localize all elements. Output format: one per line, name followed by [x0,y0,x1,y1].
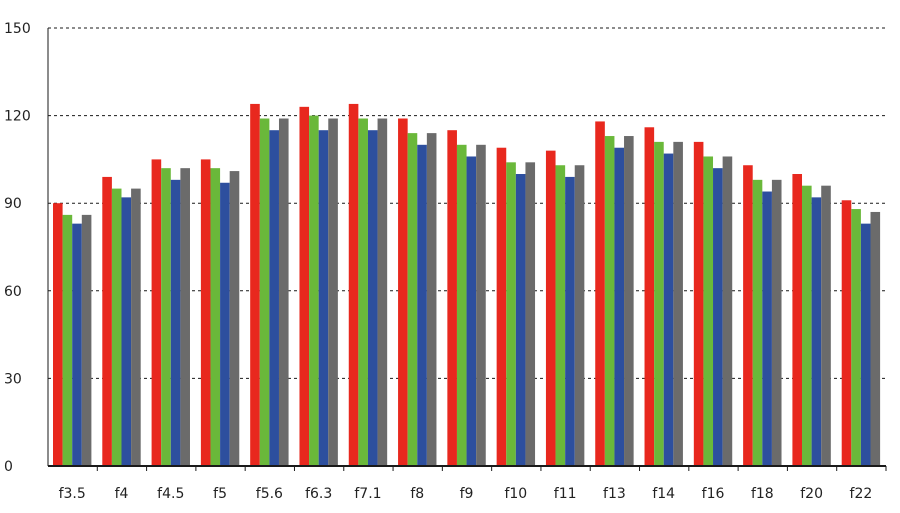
y-tick-labels: 0 30 60 90 120 150 [4,21,31,475]
bar [614,147,625,466]
x-tick-label: f10 [504,486,527,502]
x-tick-label: f4 [115,486,129,502]
bar [180,168,190,466]
x-tick-label: f3.5 [59,486,86,502]
bar [269,130,279,466]
bar [565,176,575,467]
bar [811,197,822,467]
bar [121,197,132,467]
bar [161,168,171,466]
x-tick-label: f14 [652,486,675,502]
bar [456,144,467,467]
bar [229,171,240,466]
bar [762,191,772,466]
bar [377,118,388,467]
bar [259,118,270,467]
bar [299,106,310,466]
bar [792,174,803,466]
bar [328,118,338,467]
y-tick-label: 60 [4,284,22,300]
y-tick-label: 30 [4,371,22,387]
bar [170,179,181,466]
y-tick-label: 120 [4,109,31,125]
bar [525,162,536,466]
x-tick-label: f6.3 [305,486,332,502]
bar [545,150,556,466]
bar [752,179,763,466]
x-tick-label: f13 [603,486,626,502]
y-tick-label: 0 [4,459,13,475]
x-tick-label: f9 [460,486,474,502]
bar [644,127,655,466]
bar [604,136,615,467]
bar [72,223,82,466]
bar [278,118,289,467]
bar [62,214,73,466]
x-tick-label: f8 [410,486,424,502]
bar [407,133,418,466]
bar [841,200,852,466]
bar [722,156,733,467]
bar [367,130,378,466]
bar [703,156,714,467]
x-tick-label: f4.5 [157,486,184,502]
x-tick-label: f5.6 [256,486,283,502]
bar [447,130,457,466]
bar [348,103,359,467]
bar [358,118,368,467]
axes [47,28,887,471]
bar [318,130,329,466]
bar [81,214,92,466]
bar [851,209,861,467]
x-tick-label: f7.1 [354,486,381,502]
bar [515,174,526,466]
bar [102,176,112,467]
bar [595,121,605,466]
bar [496,147,507,466]
bar [654,141,664,466]
bar [821,185,831,466]
bar [210,168,221,466]
x-tick-label: f20 [800,486,823,502]
bar [555,165,566,467]
bar [131,188,141,466]
bar [743,165,753,467]
bar [53,203,63,466]
bar [417,144,427,467]
bar [506,162,516,466]
bar [220,182,230,466]
bar [151,159,162,466]
x-tick-label: f16 [702,486,725,502]
bar [693,141,704,466]
bar [663,153,674,466]
bar [860,223,871,466]
bar [476,144,486,467]
bar [771,179,782,466]
bar [111,188,122,466]
bar [713,168,723,466]
x-tick-label: f18 [751,486,774,502]
y-tick-label: 90 [4,196,22,212]
y-tick-label: 150 [4,21,31,37]
bar [870,211,881,466]
bar [574,165,585,467]
x-tick-label: f5 [213,486,227,502]
bars [53,103,881,467]
bar [398,118,408,467]
bar [802,185,812,466]
x-tick-label: f11 [554,486,577,502]
bar [466,156,477,467]
bar [309,115,319,466]
bar [673,141,683,466]
x-tick-labels: f3.5 f4 f4.5 f5 f5.6 f6.3 f7.1 f8 f9 f10 f11 f13 f14… [59,486,873,502]
bar [426,133,437,466]
bar [250,103,260,467]
bar [200,159,211,466]
bar [624,136,634,467]
x-tick-label: f22 [850,486,873,502]
